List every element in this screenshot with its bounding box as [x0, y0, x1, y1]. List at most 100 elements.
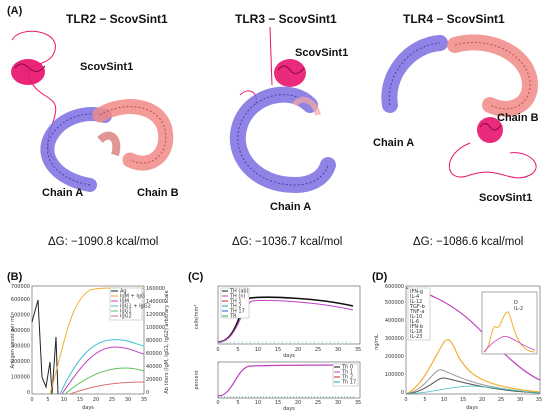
tlr4-title: TLR4 − ScovSint1	[403, 12, 505, 26]
plot-d-legend-item: IFN-g	[410, 289, 423, 295]
plot-c-legend-item: TH 17	[229, 309, 245, 315]
plot-b-ytick-right: 80000	[146, 338, 162, 344]
plot-c-ylabel-top: cells/mm³	[194, 305, 200, 330]
plot-b-ytick-left: 100000	[11, 375, 30, 381]
plot-b-ytick-left: 200000	[11, 359, 30, 365]
plot-b-xtick: 20	[93, 397, 99, 403]
plot-d-legend-item: IL-12	[410, 299, 422, 305]
plot-b-xtick: 10	[61, 397, 67, 403]
plot-b-ytick-right: 120000	[146, 312, 165, 318]
plot-d-ytick: 100000	[385, 372, 404, 378]
tlr2-delta-g: ΔG: −1090.8 kcal/mol	[48, 236, 159, 248]
plot-d-xtick: 30	[517, 397, 523, 403]
tlr3-chain-a-label: Chain A	[270, 201, 312, 213]
plot-d-xlabel: days	[466, 405, 478, 411]
plot-b-legend-item: IgM + IgG	[120, 294, 145, 300]
plot-b-ytick-left: 700000	[11, 284, 30, 290]
plot-b: 0 100000 200000 300000 400000 500000 600…	[10, 284, 170, 411]
plot-d-legend-item: IFN-b	[410, 324, 423, 330]
plot-d-xtick: 5	[423, 397, 426, 403]
plot-c-xtick: 5	[236, 400, 239, 406]
plot-c-xtick: 20	[295, 347, 301, 353]
tlr2-chain-b-label: Chain B	[137, 187, 179, 199]
tlr3-ligand-label: ScovSint1	[295, 47, 349, 59]
plot-c-xtick: 0	[216, 400, 219, 406]
plot-b-xtick: 15	[77, 397, 83, 403]
plot-c-xticks-top: 0 5 10 15 20 25 30 35	[216, 347, 361, 353]
panel-b-label: (B)	[7, 271, 23, 283]
plot-b-xtick: 35	[141, 397, 147, 403]
plot-d-inset-legend-item: IL-2	[514, 306, 523, 312]
plot-b-ytick-right: 0	[146, 390, 149, 396]
plot-b-legend-item: IgG1	[120, 309, 132, 315]
plot-c-legend-item: TH (n)	[229, 294, 246, 300]
tlr2-chain-a-label: Chain A	[42, 187, 84, 199]
plot-b-ytick-right: 40000	[146, 364, 162, 370]
plot-b-yticks-left: 0 100000 200000 300000 400000 500000 600…	[11, 284, 30, 396]
tlr2-structure-image	[11, 30, 174, 192]
plot-c-xlabel-bottom: days	[283, 406, 295, 412]
plot-c-xtick: 30	[335, 347, 341, 353]
tlr2-title: TLR2 − ScovSint1	[66, 12, 168, 26]
tlr2-ligand-label: ScovSint1	[80, 61, 134, 73]
panel-c-label: (C)	[188, 271, 204, 283]
plot-c-ylabel-bottom: percent	[194, 370, 200, 389]
panel-a-label: (A)	[7, 5, 23, 17]
panel-d-label: (D)	[372, 271, 388, 283]
plot-d-xticks: 0 5 10 15 20 25 30 35	[404, 397, 542, 403]
plot-d-xtick: 20	[479, 397, 485, 403]
tlr3-delta-g: ΔG: −1036.7 kcal/mol	[232, 236, 343, 248]
plot-b-legend-item: IgM	[120, 299, 129, 305]
plot-d-ytick: 300000	[385, 336, 404, 342]
plot-c-legend-item: Th 2	[341, 375, 353, 381]
plot-c-xticks-bottom: 0 5 10 15 20 25 30 35	[216, 400, 361, 406]
plot-b-ytick-right: 100000	[146, 325, 165, 331]
plot-d-legend: IFN-g IL-4 IL-12 TGF-b TNF-a IL-10 IL-6 …	[407, 287, 431, 341]
tlr3-title: TLR3 − ScovSint1	[235, 12, 337, 26]
plot-c-xtick: 25	[315, 400, 321, 406]
plot-c-xlabel-top: days	[283, 353, 295, 359]
plot-b-legend: Ag IgM + IgG IgM IgG1 + IgG2 IgG1 IgG2	[109, 287, 151, 321]
tlr3-structure-image	[229, 26, 336, 194]
plot-c-xtick: 35	[355, 347, 361, 353]
plot-b-ytick-left: 300000	[11, 344, 30, 350]
plot-d-ytick: 200000	[385, 354, 404, 360]
plot-c-xtick: 10	[255, 400, 261, 406]
plot-b-ytick-right: 20000	[146, 377, 162, 383]
plot-b-ylabel-left: Antigen count per ml	[10, 316, 16, 369]
tlr4-delta-g: ΔG: −1086.6 kcal/mol	[413, 236, 524, 248]
plot-d-legend-item: TGF-b	[409, 304, 425, 310]
plot-b-ytick-right: 140000	[146, 299, 165, 305]
plot-d-xtick: 10	[441, 397, 447, 403]
plot-d-xtick: 0	[404, 397, 407, 403]
plot-d-inset-legend-item: D	[514, 300, 518, 306]
plot-d-ytick: 500000	[385, 300, 404, 306]
plot-b-xtick: 5	[46, 397, 49, 403]
plot-d-legend-item: IL-4	[410, 294, 419, 300]
plot-d: ng/mL 0 100000 200000 300000 400000 5000…	[374, 284, 542, 411]
plot-d-ytick: 0	[401, 390, 404, 396]
plot-c-legend-item: TH 1	[229, 299, 242, 305]
plot-d-xtick: 15	[460, 397, 466, 403]
plot-c-legend-item: TH (ab)	[229, 289, 249, 295]
plot-b-legend-item: IgG2	[120, 314, 132, 320]
plot-d-legend-item: IL-6	[410, 319, 419, 325]
plot-b-xtick: 30	[125, 397, 131, 403]
plot-d-xtick: 35	[536, 397, 542, 403]
plot-b-ytick-left: 400000	[11, 328, 30, 334]
plot-d-legend-item: IL-10	[410, 314, 422, 320]
plot-b-ytick-right: 60000	[146, 351, 162, 357]
plot-b-xlabel: days	[82, 405, 94, 411]
plot-c-xtick: 20	[295, 400, 301, 406]
plot-d-inset: D IL-2	[481, 291, 538, 355]
plot-d-legend-item: IL-23	[410, 334, 422, 340]
plot-c-legend-item: TR	[229, 314, 237, 320]
tlr4-chain-a-label: Chain A	[373, 137, 415, 149]
plot-d-xtick: 25	[498, 397, 504, 403]
plot-b-xtick: 25	[109, 397, 115, 403]
plot-c-xtick: 15	[275, 347, 281, 353]
plot-c-xtick: 30	[335, 400, 341, 406]
plot-c-legend-top: TH (ab) TH (n) TH 1 TH 2 TH 17 TR	[220, 287, 250, 320]
plot-c-legend-item: TH 2	[229, 304, 242, 310]
plot-b-ytick-left: 500000	[11, 313, 30, 319]
